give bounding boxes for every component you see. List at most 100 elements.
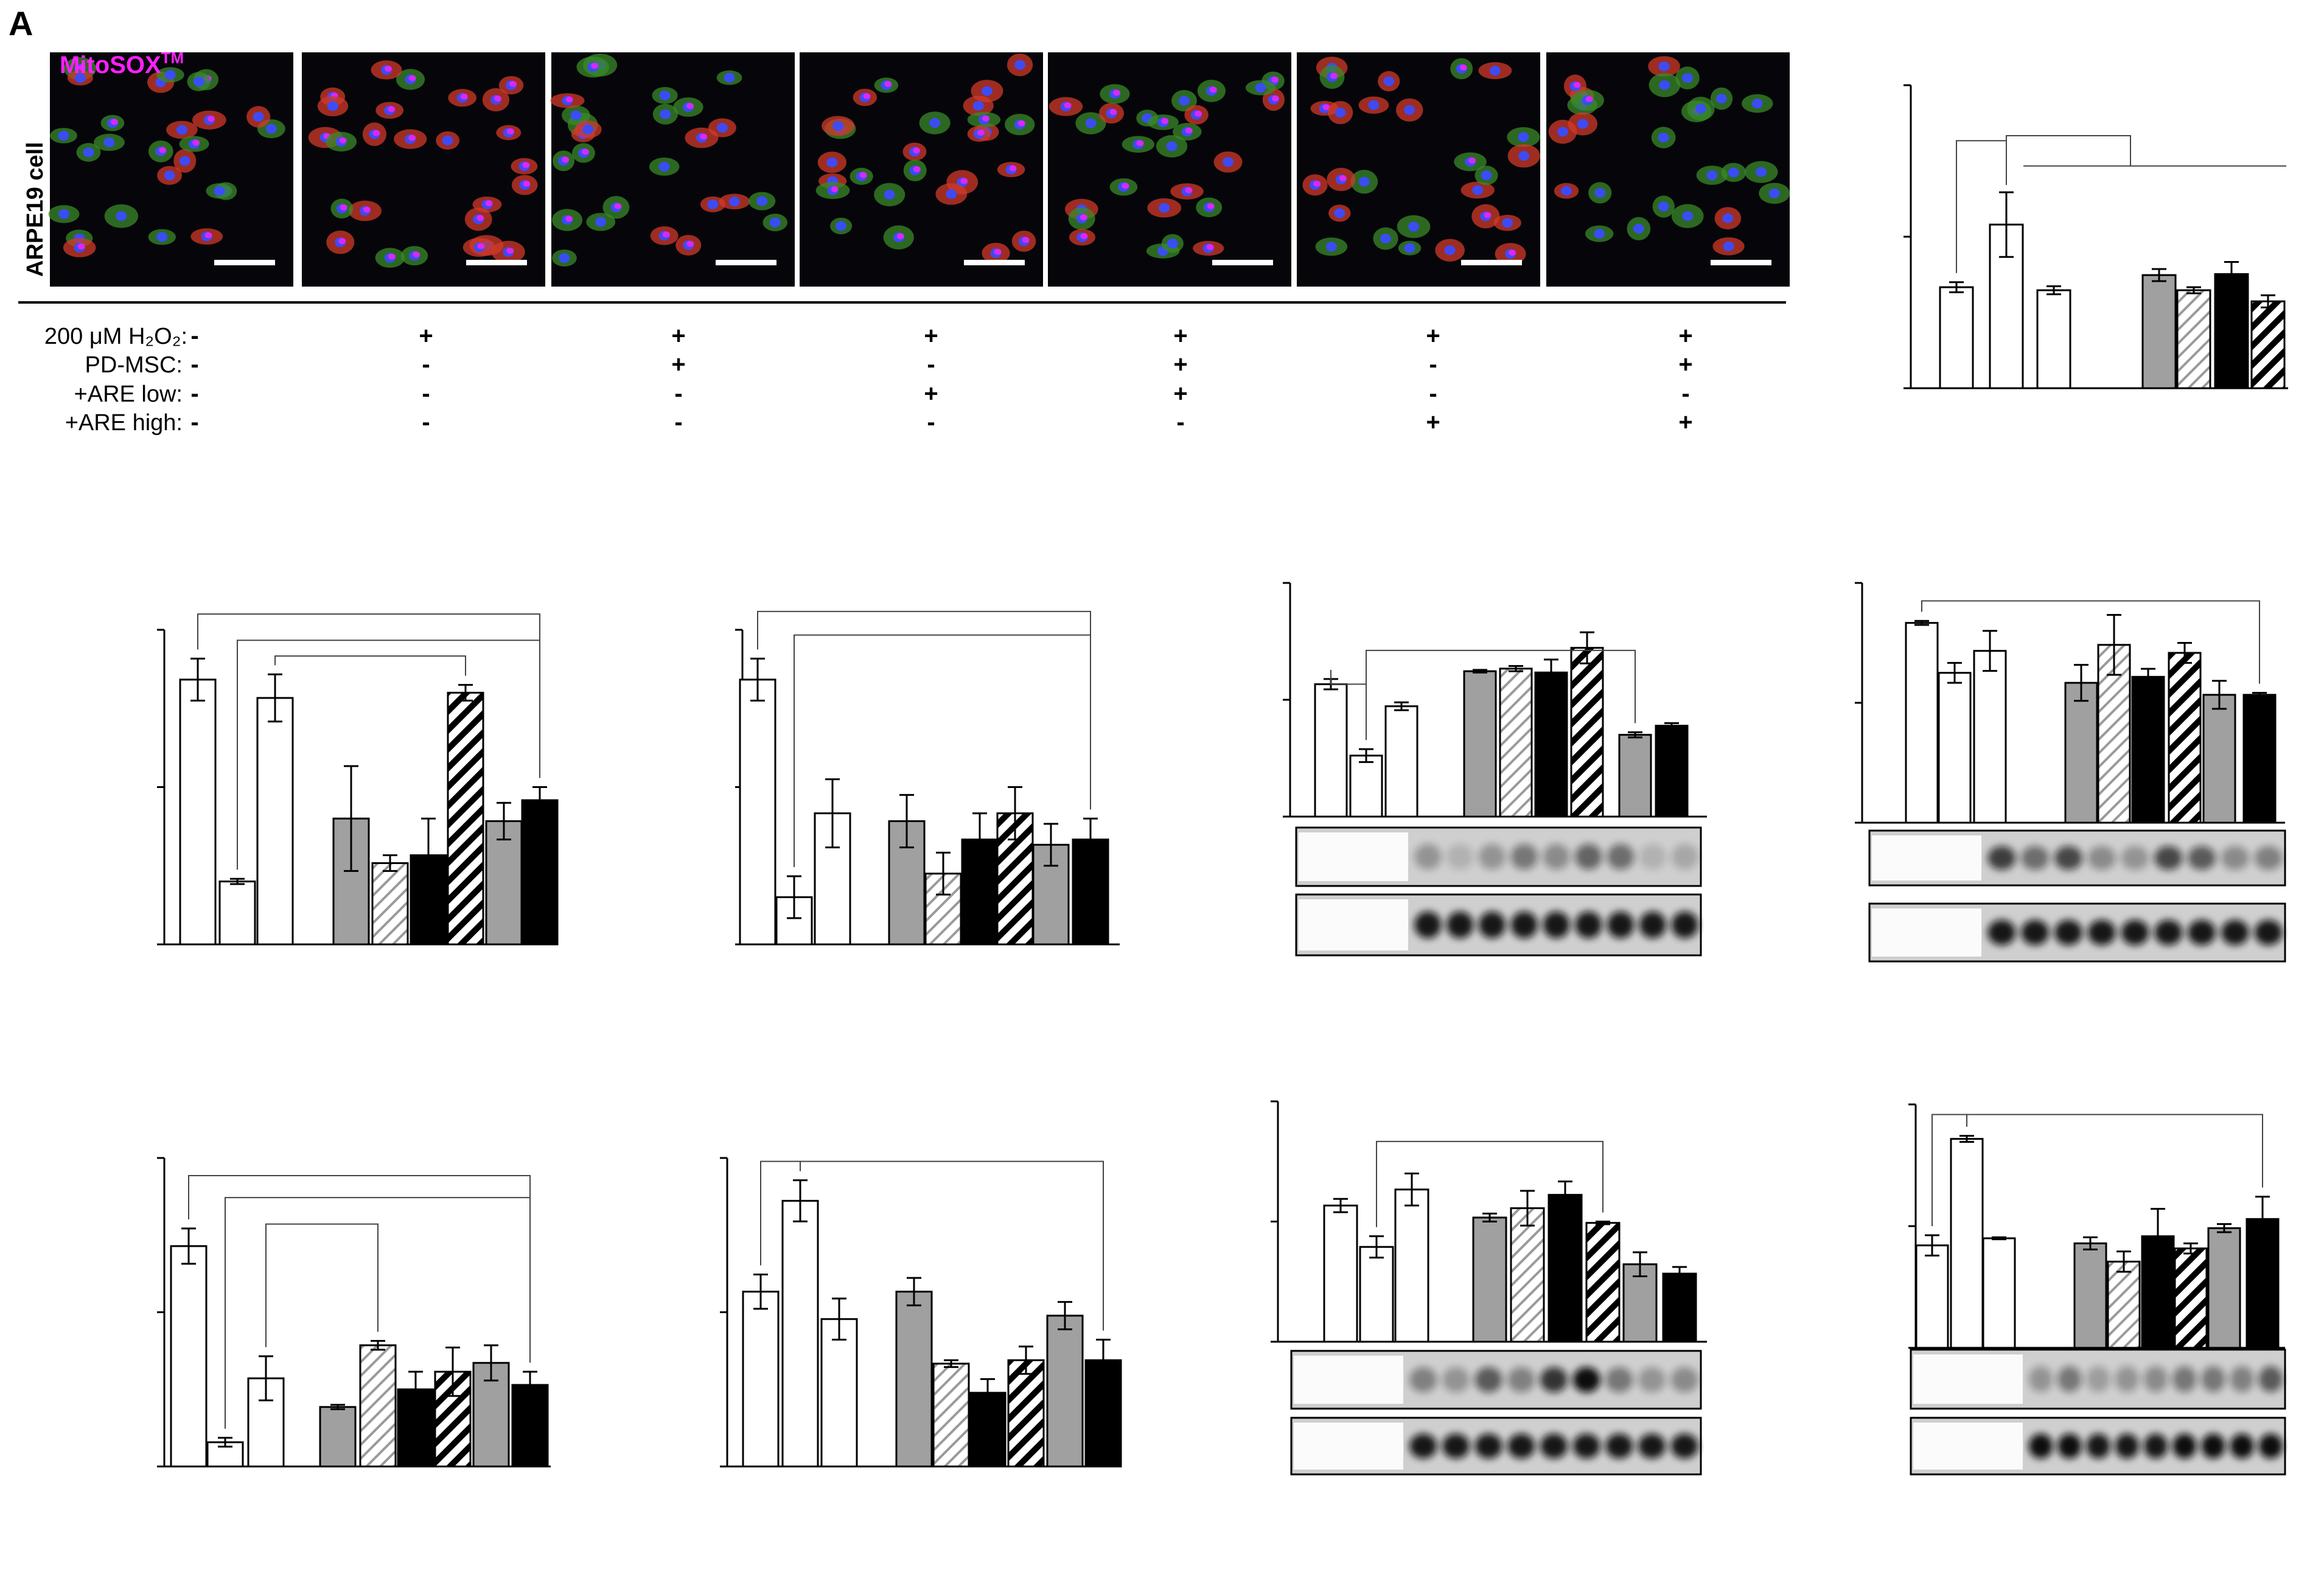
cell-nucleus xyxy=(1561,186,1572,196)
bar-7 xyxy=(1570,647,1604,818)
mitosox-signal xyxy=(1484,212,1492,218)
mitosox-signal xyxy=(485,200,493,207)
mitosox-signal xyxy=(78,64,86,71)
mitosox-signal xyxy=(884,81,892,88)
blot-band xyxy=(2188,919,2216,946)
mitosox-signal xyxy=(686,103,694,110)
blot-band xyxy=(2201,1366,2225,1392)
bar-1 xyxy=(1915,1244,1949,1349)
cell-nucleus xyxy=(253,111,264,122)
blot-band xyxy=(2154,846,2183,870)
panel-a: A ARPE19 cell MitoSOXTM 200 μM H₂O₂: - + + +… xyxy=(9,4,1790,436)
blot-band xyxy=(2028,1366,2053,1392)
mitosox-signal xyxy=(509,81,517,88)
cell-nucleus xyxy=(659,90,671,100)
mitosox-signal xyxy=(388,253,396,260)
cell-nucleus xyxy=(1682,211,1694,221)
treatment-sign: - xyxy=(190,409,198,436)
blot-band xyxy=(2254,846,2283,870)
chart-panel-d xyxy=(735,610,1120,946)
treatment-sign: + xyxy=(1426,323,1440,349)
treatment-sign: - xyxy=(1429,380,1437,407)
cell-nucleus xyxy=(1255,83,1266,93)
cell-nucleus xyxy=(582,124,594,134)
blot-band xyxy=(1572,1367,1600,1393)
blot-band xyxy=(1414,912,1442,938)
bar-6 xyxy=(2214,273,2249,389)
mitosox-signal xyxy=(1339,175,1347,181)
mitosox-signal xyxy=(494,95,501,102)
blot-label-bg xyxy=(1299,832,1408,881)
cell-nucleus xyxy=(1658,201,1669,212)
micrograph-7 xyxy=(1546,52,1790,287)
significance-bracket xyxy=(794,634,1091,867)
chart-panel-e xyxy=(1283,582,1707,957)
bar-6 xyxy=(2131,675,2165,824)
significance-bracket xyxy=(1366,649,1636,741)
bar-2 xyxy=(781,1199,819,1468)
cell-nucleus xyxy=(1358,176,1370,187)
micrograph-1 xyxy=(48,52,293,287)
cell-nucleus xyxy=(1368,100,1380,110)
bar-7 xyxy=(2250,300,2286,389)
bar-6 xyxy=(410,854,447,946)
significance-bracket xyxy=(197,613,540,778)
bar-3 xyxy=(256,697,294,946)
micrograph-2 xyxy=(302,52,545,287)
significance-bracket xyxy=(2006,135,2131,185)
cell-nucleus xyxy=(716,122,728,133)
cell-nucleus xyxy=(214,186,225,196)
mitosox-signal xyxy=(388,106,396,113)
blot-band xyxy=(2258,1434,2283,1459)
bar-1 xyxy=(179,678,217,946)
mitosox-signal xyxy=(523,180,531,187)
cell-nucleus xyxy=(1502,218,1513,228)
treatment-row-label: PD-MSC: xyxy=(85,352,183,378)
blot-band xyxy=(2028,1434,2053,1459)
blot-band xyxy=(2172,1366,2197,1392)
blot-band xyxy=(1540,1367,1568,1393)
cell-nucleus xyxy=(707,199,719,209)
significance-bracket xyxy=(1376,1140,1603,1227)
cell-nucleus xyxy=(1178,96,1190,106)
cell-nucleus xyxy=(58,130,69,141)
blot-label-bg xyxy=(1294,1423,1403,1470)
bar-5 xyxy=(1510,1207,1545,1343)
bar-3 xyxy=(1384,705,1418,818)
cell-nucleus xyxy=(116,211,127,221)
bar-7 xyxy=(2174,1247,2208,1349)
significance-bracket xyxy=(274,655,466,676)
scale-bar xyxy=(466,260,527,265)
mitosox-signal xyxy=(1207,203,1215,209)
mitosox-signal xyxy=(686,240,694,247)
chart-panel-c xyxy=(157,613,559,946)
treatment-sign: - xyxy=(1681,380,1689,407)
bar-5 xyxy=(2176,289,2211,389)
mitosox-signal xyxy=(372,130,380,136)
mitosox-signal xyxy=(565,215,573,222)
cell-nucleus xyxy=(327,101,339,111)
bar-5 xyxy=(371,862,409,946)
mitosox-signal xyxy=(1064,102,1072,109)
treatment-sign: + xyxy=(924,323,938,349)
blot-il6 xyxy=(1910,1348,2286,1410)
cell-nucleus xyxy=(1472,185,1484,195)
cell-nucleus xyxy=(1518,132,1529,142)
blot-band xyxy=(2230,1366,2255,1392)
treatment-row-label: 200 μM H₂O₂: xyxy=(44,324,187,349)
mitosox-signal xyxy=(960,178,968,184)
micrograph-4 xyxy=(800,52,1043,287)
treatment-sign: - xyxy=(422,380,430,407)
blot-band xyxy=(1572,1434,1600,1459)
mitosox-signal xyxy=(204,232,212,239)
mitosox-signal xyxy=(1271,95,1279,102)
blot-band xyxy=(1575,912,1602,938)
scale-bar xyxy=(716,260,776,265)
bar-7 xyxy=(1585,1222,1621,1343)
treatment-sign: - xyxy=(190,380,198,407)
blot-band xyxy=(1543,912,1570,938)
bar-2 xyxy=(218,880,256,946)
cell-nucleus xyxy=(1715,94,1727,104)
mitosox-signal xyxy=(565,96,573,103)
treatment-sign: + xyxy=(1173,323,1187,349)
